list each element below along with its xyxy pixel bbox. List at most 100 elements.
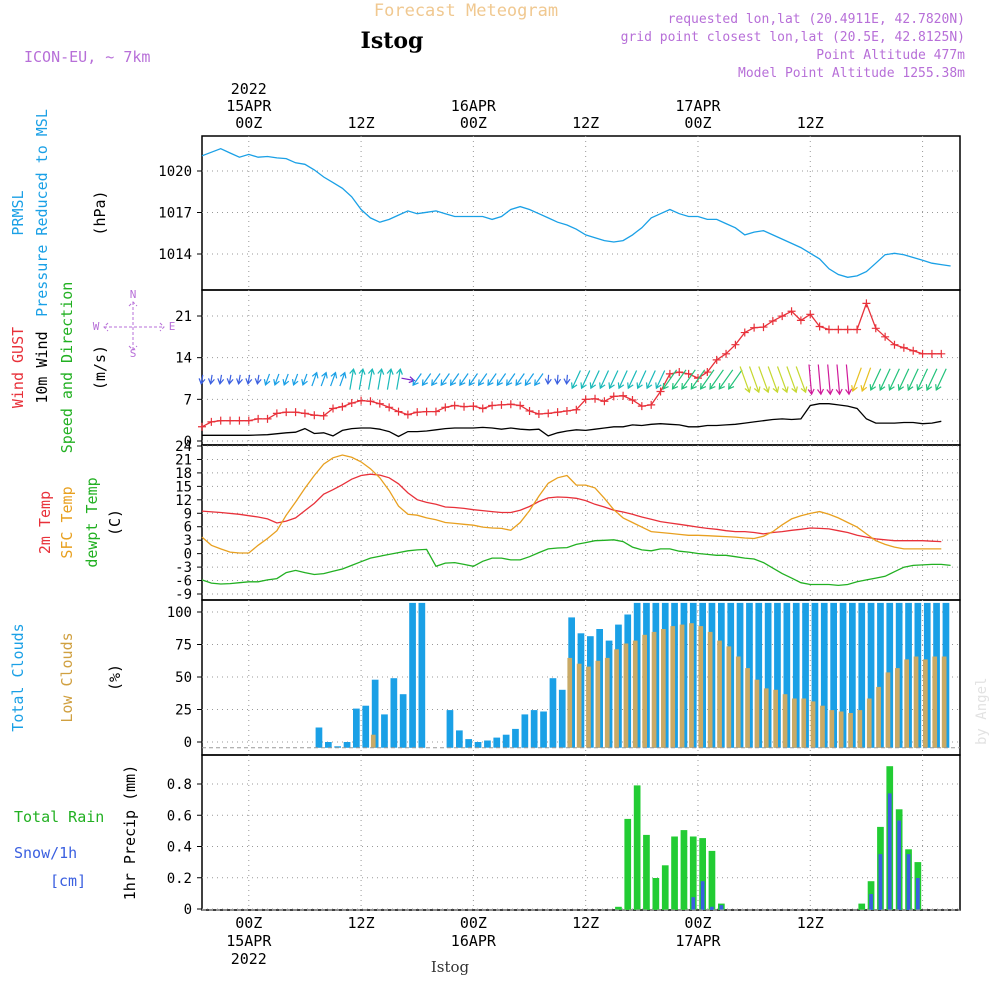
wind-gust-marker xyxy=(441,403,450,412)
wind-gust-marker xyxy=(198,422,206,431)
clouds-bar xyxy=(754,679,760,748)
wind-direction-arrow xyxy=(807,364,815,396)
wind-series-line xyxy=(201,301,942,428)
clouds-bar xyxy=(838,711,844,748)
top-time-label: 2022 xyxy=(231,80,267,98)
precip-ytick-label: 0.8 xyxy=(167,777,192,793)
wind-direction-arrow xyxy=(645,370,656,390)
wind-direction-arrow xyxy=(897,368,910,392)
precip-ylabel: 1hr Precip (mm) xyxy=(121,765,139,900)
precip-ylabel: [cm] xyxy=(50,872,86,890)
clouds-ytick-label: 100 xyxy=(167,605,192,621)
precip-bar xyxy=(643,834,650,910)
wind-gust-marker xyxy=(824,325,833,334)
wind-panel: 21 14 7 0 Wind GUST 10m Wind Speed and Directi… xyxy=(9,282,961,453)
wind-gust-marker xyxy=(722,349,731,358)
wind-gust-marker xyxy=(806,310,815,319)
precip-bar xyxy=(700,881,705,910)
wind-gust-marker xyxy=(375,399,384,408)
clouds-bar xyxy=(801,698,807,748)
top-time-label: 17APR xyxy=(675,97,721,115)
clouds-bar xyxy=(829,710,835,748)
wind-direction-arrow xyxy=(617,370,628,390)
wind-gust-marker xyxy=(881,332,890,341)
wind-gust-marker xyxy=(675,368,684,377)
clouds-bar xyxy=(689,623,694,748)
clouds-bar xyxy=(820,705,825,748)
precip-bar xyxy=(680,830,688,910)
precip-bar xyxy=(916,878,920,910)
clouds-ylabel: (%) xyxy=(106,664,124,691)
bottom-time-label: 12Z xyxy=(348,914,375,932)
pressure-series-line xyxy=(201,147,951,278)
temperature-ytick-label: 12 xyxy=(175,493,192,509)
wind-direction-arrow xyxy=(245,374,253,385)
wind-direction-arrow xyxy=(758,366,770,394)
precip-ytick-label: 0.2 xyxy=(167,871,192,887)
clouds-bar xyxy=(670,626,676,748)
wind-direction-arrow xyxy=(401,376,416,384)
clouds-bar xyxy=(830,602,837,748)
clouds-bar xyxy=(456,730,463,748)
wind-ylabel: (m/s) xyxy=(91,345,109,390)
wind-direction-arrow xyxy=(916,368,929,392)
wind-direction-arrow xyxy=(709,369,724,390)
wind-gust-marker xyxy=(684,369,693,378)
wind-gust-marker xyxy=(853,325,862,334)
clouds-bar xyxy=(839,602,847,748)
wind-direction-arrow xyxy=(580,370,591,390)
wind-ytick-label: 14 xyxy=(175,351,192,367)
wind-gust-marker xyxy=(862,299,871,308)
wind-ytick-label: 7 xyxy=(184,392,192,408)
clouds-bar xyxy=(651,631,657,748)
clouds-bar xyxy=(381,714,388,748)
wind-gust-marker xyxy=(553,408,562,417)
wind-direction-arrow xyxy=(339,371,347,387)
wind-gust-marker xyxy=(497,400,506,409)
wind-gust-marker xyxy=(403,410,412,419)
clouds-bar xyxy=(567,657,573,748)
wind-direction-arrow xyxy=(226,374,234,385)
clouds-bar xyxy=(353,708,360,748)
temperature-ytick-label: 6 xyxy=(184,520,192,536)
clouds-bar xyxy=(549,678,557,748)
wind-ytick-label: 0 xyxy=(184,434,192,450)
clouds-bar xyxy=(755,602,763,748)
clouds-bar xyxy=(811,602,819,748)
wind-direction-arrow xyxy=(826,364,834,396)
wind-gust-marker xyxy=(460,402,469,411)
clouds-bar xyxy=(866,698,872,748)
wind-direction-arrow xyxy=(776,366,789,394)
clouds-bar xyxy=(325,742,332,748)
pressure-frame xyxy=(201,135,961,291)
clouds-bar xyxy=(642,634,647,748)
wind-direction-arrow xyxy=(599,370,610,390)
compass-rose: N S W E xyxy=(93,288,176,360)
temperature-series-line xyxy=(201,473,942,543)
precip-bar xyxy=(858,903,866,910)
clouds-bar xyxy=(623,643,629,748)
clouds-bar xyxy=(512,728,519,748)
wind-direction-arrow xyxy=(728,369,743,390)
pressure-ylabel: Pressure Reduced to MSL xyxy=(33,109,51,317)
clouds-bar xyxy=(334,746,341,748)
faint-title: Forecast Meteogram xyxy=(374,1,558,21)
clouds-bar xyxy=(764,602,772,748)
bottom-time-label: 2022 xyxy=(231,950,267,968)
clouds-bar xyxy=(820,602,828,748)
wind-gust-marker xyxy=(693,374,702,383)
wind-gust-marker xyxy=(422,407,431,416)
precip-ylabel: Snow/1h xyxy=(14,844,77,862)
clouds-bar xyxy=(540,711,547,748)
wind-gust-marker xyxy=(310,411,319,420)
wind-direction-arrow xyxy=(301,373,308,386)
temperature-series-line xyxy=(201,454,942,554)
info-point-altitude: Point Altitude 477m xyxy=(816,48,965,63)
temperature-ytick-label: 3 xyxy=(184,533,192,549)
model-name: ICON-EU, ~ 7km xyxy=(24,48,150,66)
wind-gust-marker xyxy=(244,416,253,425)
temperature-ylabel: dewpt Temp xyxy=(83,477,101,567)
clouds-bar xyxy=(782,694,788,748)
